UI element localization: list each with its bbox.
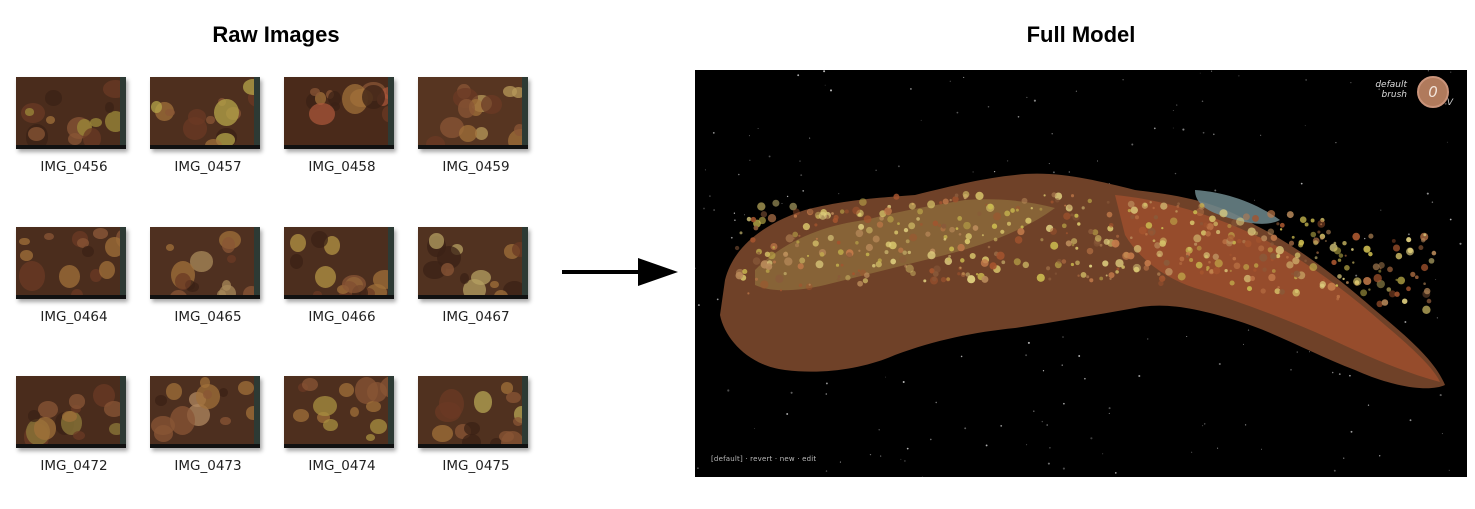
brush-label-line2: brush (1381, 90, 1407, 100)
raw-image-grid: IMG_0456 IMG_0457 IMG_0458 IMG_0459 IMG_0464… (16, 77, 546, 487)
arrow-right-icon (562, 258, 678, 286)
image-thumbnail[interactable]: IMG_0459 (418, 77, 530, 175)
reef-photo (16, 376, 126, 448)
image-thumbnail[interactable]: IMG_0466 (284, 227, 396, 325)
reef-photo (284, 77, 394, 149)
image-label: IMG_0456 (40, 159, 108, 175)
reef-photo (418, 227, 528, 299)
brush-suffix: V (1446, 98, 1453, 108)
reef-photo (16, 77, 126, 149)
image-label: IMG_0466 (308, 309, 376, 325)
viewer-bottom-bar[interactable]: [default] · revert · new · edit (711, 455, 817, 463)
brush-icon[interactable]: 0 (1417, 76, 1449, 108)
image-thumbnail[interactable]: IMG_0474 (284, 376, 396, 474)
image-label: IMG_0475 (442, 458, 510, 474)
full-model-title: Full Model (1026, 22, 1136, 47)
brush-label: default brush (1375, 80, 1407, 100)
reef-model-render (695, 70, 1462, 477)
image-label: IMG_0473 (174, 458, 242, 474)
reef-photo (418, 376, 528, 448)
brush-label-line1: default (1375, 80, 1407, 90)
full-model-viewer[interactable]: default brush 0 V [default] · revert · n… (695, 70, 1467, 477)
image-thumbnail[interactable]: IMG_0464 (16, 227, 128, 325)
image-thumbnail[interactable]: IMG_0472 (16, 376, 128, 474)
image-thumbnail[interactable]: IMG_0456 (16, 77, 128, 175)
image-label: IMG_0472 (40, 458, 108, 474)
reef-photo (284, 376, 394, 448)
reef-photo (150, 376, 260, 448)
image-thumbnail[interactable]: IMG_0458 (284, 77, 396, 175)
image-label: IMG_0465 (174, 309, 242, 325)
image-label: IMG_0467 (442, 309, 510, 325)
reef-photo (284, 227, 394, 299)
image-label: IMG_0457 (174, 159, 242, 175)
image-label: IMG_0474 (308, 458, 376, 474)
image-thumbnail[interactable]: IMG_0467 (418, 227, 530, 325)
image-label: IMG_0459 (442, 159, 510, 175)
reef-photo (150, 77, 260, 149)
image-thumbnail[interactable]: IMG_0475 (418, 376, 530, 474)
raw-images-title: Raw Images (212, 22, 340, 47)
reef-photo (418, 77, 528, 149)
image-thumbnail[interactable]: IMG_0473 (150, 376, 262, 474)
image-thumbnail[interactable]: IMG_0465 (150, 227, 262, 325)
image-thumbnail[interactable]: IMG_0457 (150, 77, 262, 175)
image-label: IMG_0464 (40, 309, 108, 325)
reef-photo (150, 227, 260, 299)
reef-photo (16, 227, 126, 299)
image-label: IMG_0458 (308, 159, 376, 175)
